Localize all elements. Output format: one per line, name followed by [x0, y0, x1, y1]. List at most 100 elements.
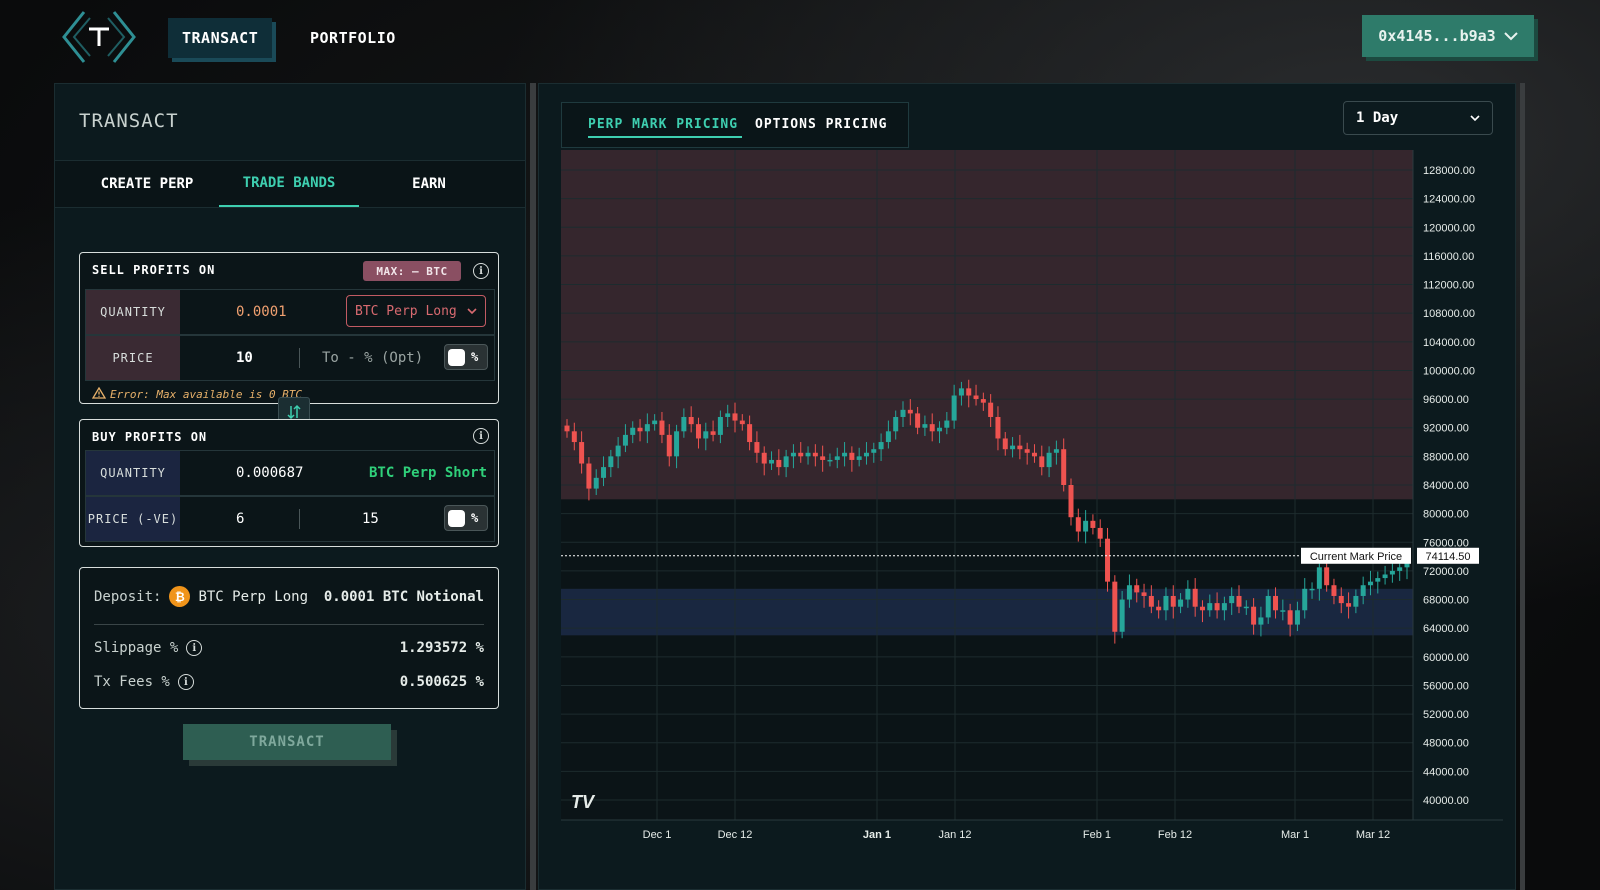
candle: [1017, 445, 1023, 450]
x-tick-label: Dec 1: [643, 829, 672, 841]
candle: [1360, 585, 1366, 596]
info-icon[interactable]: i: [186, 640, 203, 656]
nav-transact[interactable]: TRANSACT: [168, 18, 273, 58]
candle: [717, 416, 723, 435]
sell-quantity-row: QUANTITY 0.0001 BTC Perp Long: [85, 289, 495, 335]
candle: [1061, 449, 1067, 485]
sell-percent-toggle[interactable]: %: [444, 344, 488, 370]
candle: [1126, 585, 1132, 600]
buy-price-label: PRICE (-VE): [86, 497, 180, 541]
candle: [783, 456, 789, 468]
tab-options-pricing[interactable]: OPTIONS PRICING: [755, 117, 888, 132]
y-tick-label: 80000.00: [1423, 509, 1469, 521]
candle: [929, 424, 935, 432]
candle: [1273, 595, 1279, 611]
candle: [995, 416, 1001, 439]
candle: [761, 452, 767, 464]
divider: [94, 624, 484, 625]
y-tick-label: 120000.00: [1423, 222, 1475, 234]
candle: [703, 431, 709, 439]
sell-to-input[interactable]: To - % (Opt): [322, 350, 424, 366]
buy-quantity-input[interactable]: 0.000687: [236, 465, 304, 481]
candle: [1046, 452, 1052, 468]
candle: [637, 427, 643, 432]
sell-instrument-select[interactable]: BTC Perp Long: [346, 295, 486, 327]
wallet-address: 0x4145...b9a3: [1378, 27, 1496, 45]
sell-quantity-label: QUANTITY: [86, 290, 180, 334]
divider: [299, 348, 300, 368]
tab-create-perp[interactable]: CREATE PERP: [100, 176, 194, 192]
candle: [1397, 567, 1403, 571]
candle: [688, 416, 694, 425]
fees-label: Tx Fees %: [94, 674, 170, 690]
range-select[interactable]: 1 Day: [1343, 101, 1493, 135]
candle: [1141, 592, 1147, 596]
bitcoin-icon: ₿: [169, 586, 191, 607]
tab-trade-bands[interactable]: TRADE BANDS: [219, 161, 359, 207]
candle: [601, 467, 607, 478]
candle: [1053, 449, 1059, 453]
candle: [1010, 445, 1016, 450]
y-tick-label: 116000.00: [1423, 251, 1474, 263]
candle: [915, 413, 921, 428]
transact-panel: TRANSACT CREATE PERP TRADE BANDS EARN SE…: [54, 83, 526, 890]
candle: [1265, 595, 1271, 618]
y-tick-label: 52000.00: [1423, 709, 1469, 721]
percent-label: %: [471, 350, 479, 364]
sell-price-row: PRICE 10 To - % (Opt) %: [85, 335, 495, 381]
sell-quantity-input[interactable]: 0.0001: [236, 304, 287, 320]
pricing-tabs: PERP MARK PRICING OPTIONS PRICING: [561, 102, 909, 148]
candle: [769, 459, 775, 464]
candle: [1258, 617, 1264, 625]
candle: [710, 431, 716, 435]
candle: [973, 395, 979, 400]
candle: [951, 395, 957, 421]
tab-perp-mark-pricing[interactable]: PERP MARK PRICING: [588, 117, 742, 138]
candle: [1375, 578, 1381, 582]
fees-value: 0.500625 %: [399, 674, 484, 690]
candle: [725, 413, 731, 417]
chevron-down-icon: [467, 304, 477, 319]
max-badge[interactable]: MAX: — BTC: [363, 261, 461, 281]
nav-portfolio[interactable]: PORTFOLIO: [310, 29, 396, 47]
info-icon[interactable]: i: [473, 428, 489, 444]
candle: [1185, 588, 1191, 600]
scrollbar[interactable]: [530, 83, 536, 890]
candle: [805, 452, 811, 457]
candle: [666, 434, 672, 457]
candle: [1214, 603, 1220, 611]
candle: [827, 459, 833, 462]
buy-price-from-input[interactable]: 6: [236, 511, 245, 527]
info-icon[interactable]: i: [473, 263, 489, 279]
deposit-line: Deposit: ₿ BTC Perp Long 0.0001 BTC Noti…: [94, 586, 484, 607]
candle: [1309, 588, 1315, 591]
y-tick-label: 100000.00: [1423, 365, 1475, 377]
tab-earn[interactable]: EARN: [412, 176, 446, 192]
candle: [1083, 520, 1089, 532]
x-tick-label: Jan 12: [938, 829, 971, 841]
candle: [1156, 606, 1162, 611]
tradingview-logo: TV: [571, 792, 596, 812]
y-tick-label: 112000.00: [1423, 280, 1474, 292]
error-text: Error: Max available is 0 BTC: [110, 388, 303, 401]
transact-button[interactable]: TRANSACT: [183, 724, 391, 760]
slippage-line: Slippage % i 1.293572 %: [94, 640, 484, 656]
candle: [980, 399, 986, 403]
y-tick-label: 44000.00: [1423, 766, 1469, 778]
scrollbar[interactable]: [1520, 83, 1525, 890]
range-value: 1 Day: [1356, 110, 1399, 126]
candle: [1002, 438, 1008, 450]
candle: [1243, 606, 1249, 609]
y-tick-label: 56000.00: [1423, 680, 1469, 692]
buy-price-to-input[interactable]: 15: [362, 511, 379, 527]
price-chart[interactable]: 128000.00 124000.00 120000.00 116000.00 1120…: [561, 150, 1503, 850]
wallet-button[interactable]: 0x4145...b9a3: [1362, 15, 1534, 57]
candle: [681, 416, 687, 432]
candle: [1119, 599, 1125, 632]
error-message: Error: Max available is 0 BTC: [91, 386, 303, 402]
logo[interactable]: [60, 10, 138, 64]
sell-price-input[interactable]: 10: [236, 350, 253, 366]
candle: [922, 424, 928, 428]
info-icon[interactable]: i: [177, 674, 194, 690]
buy-percent-toggle[interactable]: %: [444, 505, 488, 531]
